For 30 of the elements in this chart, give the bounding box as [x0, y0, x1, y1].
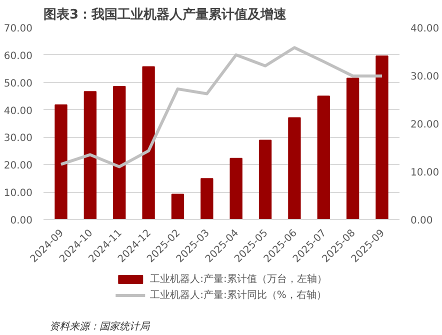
bar [317, 96, 330, 220]
y-tick-label: 50.00 [4, 78, 33, 90]
line-series [60, 46, 384, 168]
legend-label: 工业机器人:产量:累计值（万台，左轴） [150, 272, 327, 286]
bar [84, 91, 97, 220]
y2-tick-label: 40.00 [410, 24, 440, 34]
y-tick-label: 60.00 [4, 50, 33, 62]
bar [258, 140, 272, 220]
y-tick-label: 20.00 [4, 160, 33, 172]
bar [376, 56, 388, 220]
bar [200, 178, 214, 220]
bar [142, 66, 155, 220]
legend-label: 工业机器人:产量:累计同比（%，右轴） [150, 288, 326, 302]
y-tick-label: 0.00 [10, 216, 32, 226]
bar [171, 194, 184, 220]
y-tick-label: 40.00 [4, 106, 33, 117]
chart-title: 图表3：我国工业机器人产量累计值及增速 [44, 6, 288, 22]
y-tick-label: 10.00 [4, 188, 33, 200]
text: 资料来源：国家统计局 [50, 320, 150, 332]
y2-tick-label: 20.00 [410, 120, 440, 130]
bar [113, 86, 126, 220]
y-tick-label: 70.00 [4, 24, 33, 34]
bar [288, 117, 301, 220]
bar [54, 104, 68, 220]
y-tick-label: 30.00 [4, 133, 33, 144]
bar [230, 158, 242, 220]
bar [346, 78, 360, 220]
y2-tick-label: 0.00 [410, 216, 433, 226]
y2-tick-label: 30.00 [410, 72, 440, 82]
y2-tick-label: 10.00 [410, 168, 440, 178]
